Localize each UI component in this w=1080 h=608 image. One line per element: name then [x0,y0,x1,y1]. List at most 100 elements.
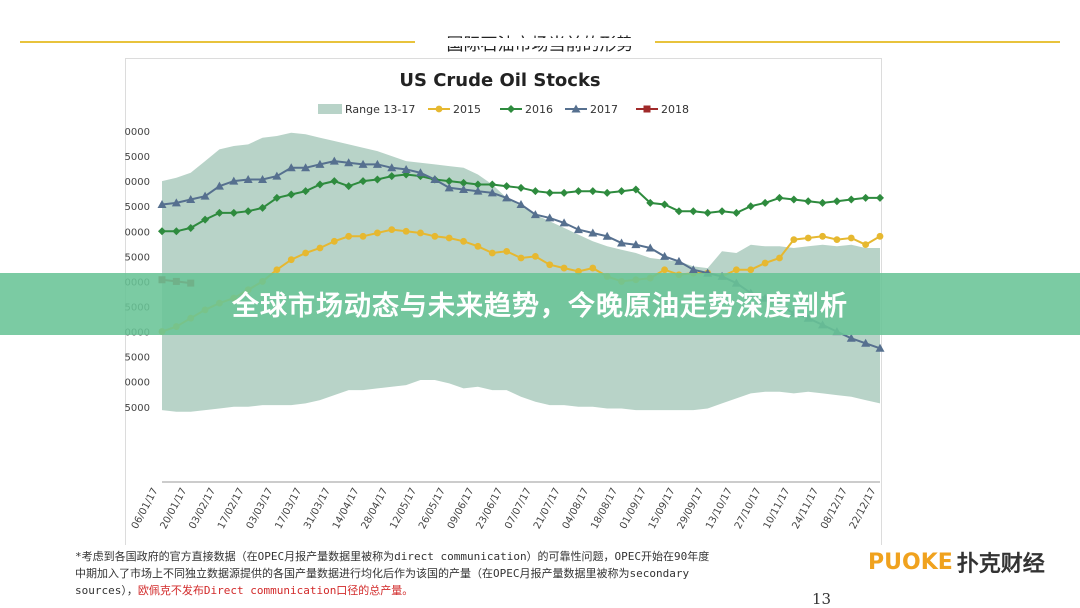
point-2015 [776,254,783,262]
point-2015 [374,229,381,237]
x-tick-label: 27/10/17 [733,486,764,531]
point-2017 [301,163,311,172]
point-2017 [286,163,296,172]
point-2017 [186,195,196,204]
point-2015 [474,242,482,250]
point-2016 [703,208,712,217]
point-2017 [530,210,540,219]
point-2015 [460,237,467,245]
point-2016 [215,208,224,217]
y-tick-label: 375000 [112,353,150,364]
point-2016 [201,215,210,224]
point-2016 [287,190,296,199]
point-2016 [258,203,267,212]
point-2017 [502,193,512,202]
point-2017 [272,171,282,180]
point-2017 [674,256,684,265]
x-label-crop [0,545,1080,548]
point-2016 [631,185,640,194]
point-2015 [862,241,870,249]
y-tick-label: 360000 [112,378,150,389]
point-2017 [430,174,440,183]
point-2015 [431,232,439,240]
point-2016 [502,182,511,191]
point-2016 [488,180,497,189]
point-2016 [229,208,238,217]
point-2015 [761,259,769,267]
footnote: *考虑到各国政府的官方直接数据（在OPEC月报产量数据里被称为direct co… [75,548,835,599]
point-2017 [487,188,497,197]
point-2016 [847,195,856,204]
point-2017 [387,163,397,172]
legend-marker-2015 [435,105,443,113]
footnote-line-1: *考虑到各国政府的官方直接数据（在OPEC月报产量数据里被称为direct co… [75,550,710,563]
point-2017 [171,198,181,207]
y-tick-label: 465000 [112,202,150,213]
point-2016 [244,207,253,216]
point-2017 [200,191,210,200]
point-2017 [157,200,167,209]
brand-name-en: PUOKE [868,549,953,575]
point-2017 [315,159,325,168]
point-2015 [747,266,755,274]
point-2017 [444,183,454,192]
point-2015 [388,226,396,234]
x-tick-label: 22/12/17 [848,486,879,531]
footnote-line-2: 中期加入了市场上不同独立数据源提供的各国产量数据进行均化后作为该国的产量（在OP… [75,567,690,580]
point-2016 [832,197,841,206]
point-2016 [674,207,683,216]
footnote-sources: sources）， [75,584,138,597]
point-2015 [345,232,353,240]
y-tick-label: 435000 [112,252,150,263]
footnote-line-3: sources），欧佩克不发布Direct communication口径的总产… [75,582,835,599]
point-2015 [531,252,539,260]
point-2016 [861,193,870,202]
point-2017 [617,238,627,247]
x-tick-label: 29/09/17 [676,486,707,531]
point-2017 [229,176,239,185]
point-2015 [790,236,798,244]
point-2016 [517,183,525,192]
x-tick-label: 01/09/17 [618,486,649,531]
legend-marker-2018 [643,105,651,113]
point-2016 [746,202,755,211]
x-tick-label: 03/02/17 [187,486,218,531]
page-number: 13 [812,590,832,608]
point-2016 [560,188,569,197]
x-tick-label: 03/03/17 [245,486,276,531]
point-2016 [789,195,798,204]
point-2015 [819,232,826,240]
point-2017 [545,213,555,222]
point-2016 [646,198,655,207]
point-2016 [344,182,353,191]
point-2015 [517,254,525,262]
x-tick-label: 08/12/17 [819,486,850,531]
legend-marker-2016 [507,105,515,113]
legend-swatch-range [318,104,342,114]
x-tick-label: 26/05/17 [417,486,448,531]
x-tick-label: 10/11/17 [762,486,793,531]
point-2015 [302,249,309,257]
point-2016 [272,193,281,202]
y-tick-label: 345000 [112,403,150,414]
point-2016 [732,208,741,217]
point-2016 [315,180,324,189]
point-2016 [172,227,181,236]
legend-marker-2017 [571,104,581,113]
x-tick-label: 31/03/17 [302,486,333,531]
point-2017 [214,181,224,190]
point-2016 [617,187,626,196]
point-2015 [661,266,668,274]
point-2016 [804,197,813,206]
legend-label-2016: 2016 [525,103,553,116]
point-2017 [258,174,268,183]
x-tick-label: 15/09/17 [647,486,678,531]
point-2016 [775,193,784,202]
point-2017 [846,333,856,342]
point-2017 [861,338,871,347]
y-tick-label: 495000 [112,152,150,163]
point-2016 [330,177,339,186]
brand-logo: PUOKE 扑克财经 [868,546,1045,578]
point-2016 [603,188,612,197]
point-2015 [417,229,424,237]
